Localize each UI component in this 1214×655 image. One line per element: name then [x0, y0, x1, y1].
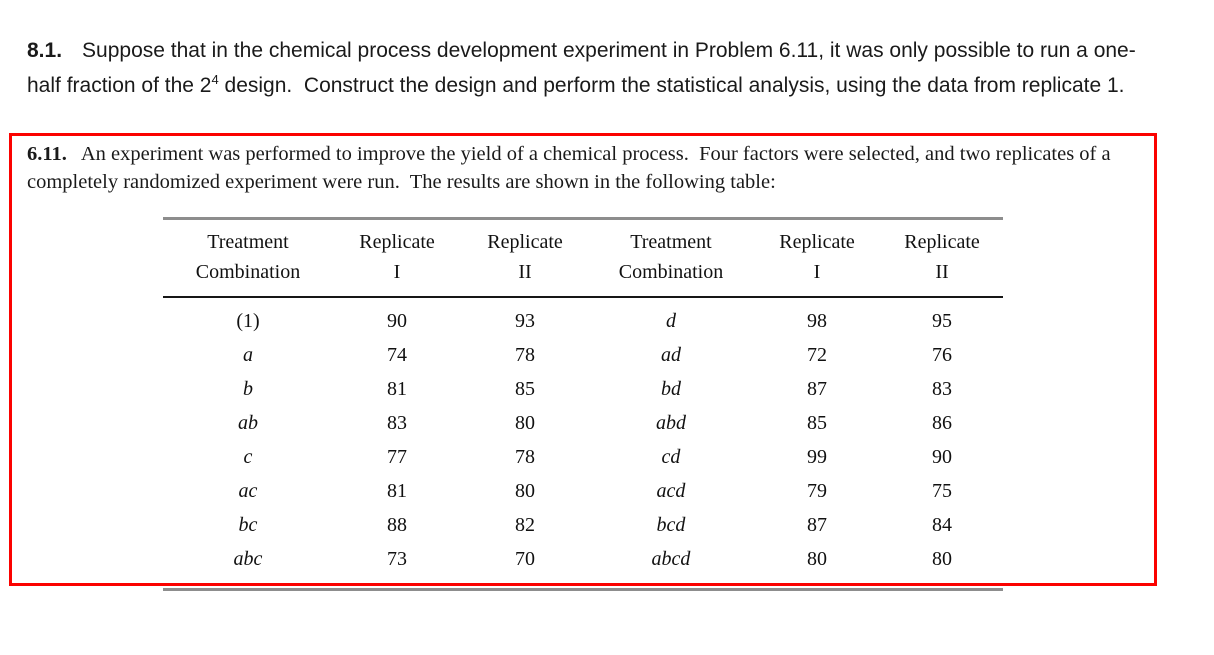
treatment-cell: bcd: [656, 513, 686, 536]
treatment-cell: b: [243, 377, 253, 400]
value-cell: 78: [515, 445, 535, 468]
treatment-cell: cd: [661, 445, 681, 468]
value-cell: 81: [387, 377, 407, 400]
col-header-treatment-right: Treatment Combination: [589, 218, 753, 298]
treatment-cell: (1): [236, 309, 260, 332]
problem-6-11-text: An experiment was performed to improve t…: [27, 143, 1116, 193]
value-cell: 84: [932, 513, 952, 536]
value-cell: 90: [387, 309, 407, 332]
col-header-replicate-2-right: Replicate II: [881, 218, 1003, 298]
value-cell: 77: [387, 445, 407, 468]
value-cell: 75: [932, 479, 952, 502]
value-cell: 73: [387, 547, 407, 570]
header-line: II: [518, 261, 532, 283]
problem-8-1-text-part2: design. Construct the design and perform…: [218, 74, 1125, 97]
value-cell: 80: [515, 411, 535, 434]
treatment-cell: d: [666, 309, 676, 332]
treatment-cell: abcd: [651, 547, 691, 570]
value-cell: 99: [807, 445, 827, 468]
value-cell: 70: [515, 547, 535, 570]
table-row: bc 88 82 bcd 87 84: [163, 508, 1003, 542]
value-cell: 98: [807, 309, 827, 332]
value-cell: 74: [387, 343, 407, 366]
header-line: Replicate: [904, 231, 980, 253]
problem-6-11-box: 6.11. An experiment was performed to impr…: [9, 133, 1157, 591]
problem-6-11-number: 6.11.: [27, 143, 67, 165]
header-line: Replicate: [487, 231, 563, 253]
header-line: Combination: [195, 261, 301, 283]
col-header-replicate-1-left: Replicate I: [333, 218, 461, 298]
header-line: Treatment: [207, 231, 289, 253]
treatment-cell: ab: [238, 411, 258, 434]
col-header-replicate-2-left: Replicate II: [461, 218, 589, 298]
header-line: Replicate: [779, 231, 855, 253]
table-row: b 81 85 bd 87 83: [163, 372, 1003, 406]
table-row: ab 83 80 abd 85 86: [163, 406, 1003, 440]
header-line: I: [813, 261, 821, 283]
value-cell: 76: [932, 343, 952, 366]
value-cell: 80: [515, 479, 535, 502]
value-cell: 86: [932, 411, 952, 434]
table-row: (1) 90 93 d 98 95: [163, 297, 1003, 338]
header-line: Combination: [618, 261, 724, 283]
value-cell: 93: [515, 309, 535, 332]
problem-8-1-paragraph: 8.1. Suppose that in the chemical process…: [27, 33, 1157, 103]
value-cell: 72: [807, 343, 827, 366]
treatment-cell: abc: [233, 547, 263, 570]
table-row: ac 81 80 acd 79 75: [163, 474, 1003, 508]
results-table: Treatment Combination Replicate I Replic…: [163, 217, 1003, 591]
value-cell: 85: [515, 377, 535, 400]
value-cell: 87: [807, 377, 827, 400]
table-header: Treatment Combination Replicate I Replic…: [163, 218, 1003, 298]
table-row: a 74 78 ad 72 76: [163, 338, 1003, 372]
value-cell: 81: [387, 479, 407, 502]
treatment-cell: acd: [656, 479, 686, 502]
header-line: II: [935, 261, 949, 283]
value-cell: 80: [807, 547, 827, 570]
treatment-cell: c: [243, 445, 253, 468]
header-line: I: [393, 261, 401, 283]
col-header-replicate-1-right: Replicate I: [753, 218, 881, 298]
value-cell: 90: [932, 445, 952, 468]
value-cell: 88: [387, 513, 407, 536]
problem-8-1-text-part1: Suppose that in the chemical process dev…: [27, 39, 1136, 97]
value-cell: 85: [807, 411, 827, 434]
value-cell: 78: [515, 343, 535, 366]
header-row: Treatment Combination Replicate I Replic…: [163, 218, 1003, 298]
value-cell: 82: [515, 513, 535, 536]
problem-8-1-number: 8.1.: [27, 39, 63, 62]
value-cell: 83: [387, 411, 407, 434]
problem-6-11-paragraph: 6.11. An experiment was performed to impr…: [27, 140, 1142, 196]
treatment-cell: ac: [238, 479, 258, 502]
table-row: abc 73 70 abcd 80 80: [163, 542, 1003, 590]
treatment-cell: bd: [661, 377, 681, 400]
table-row: c 77 78 cd 99 90: [163, 440, 1003, 474]
value-cell: 80: [932, 547, 952, 570]
col-header-treatment-left: Treatment Combination: [163, 218, 333, 298]
exponent-4: 4: [211, 72, 219, 87]
value-cell: 83: [932, 377, 952, 400]
treatment-cell: ad: [661, 343, 681, 366]
treatment-cell: bc: [238, 513, 258, 536]
treatment-cell: abd: [656, 411, 686, 434]
header-line: Treatment: [630, 231, 712, 253]
value-cell: 87: [807, 513, 827, 536]
table-body: (1) 90 93 d 98 95 a 74 78 ad 72 76 b 81 …: [163, 297, 1003, 590]
treatment-cell: a: [243, 343, 253, 366]
header-line: Replicate: [359, 231, 435, 253]
value-cell: 79: [807, 479, 827, 502]
value-cell: 95: [932, 309, 952, 332]
